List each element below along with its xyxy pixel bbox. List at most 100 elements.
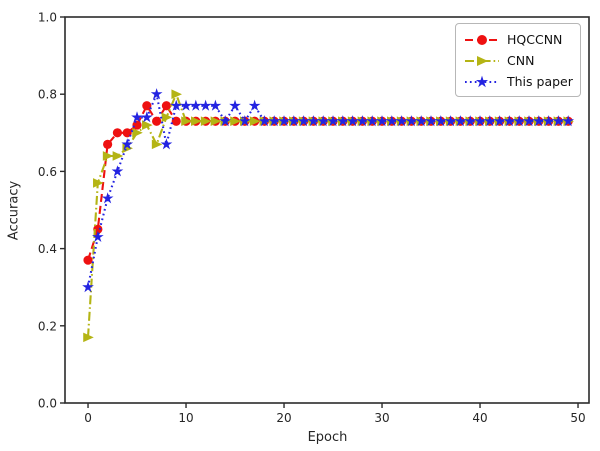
data-point-marker <box>562 115 575 127</box>
data-point-marker <box>210 116 222 127</box>
data-point-marker <box>376 115 388 127</box>
data-point-marker <box>191 116 202 127</box>
legend-label-hqccnn: HQCCNN <box>507 32 563 47</box>
data-point-marker <box>249 116 261 127</box>
data-point-marker <box>435 115 447 127</box>
y-tick-label: 0.6 <box>38 165 57 179</box>
legend-sample-cnn-icon <box>465 55 499 66</box>
data-point-marker <box>230 116 241 127</box>
x-tick-label: 0 <box>84 411 92 425</box>
data-point-marker <box>121 138 134 150</box>
data-point-marker <box>484 115 496 127</box>
series-this-paper <box>82 88 575 293</box>
y-tick-label: 0.8 <box>38 88 57 102</box>
y-axis-label: Accuracy <box>6 180 22 241</box>
legend: HQCCNN CNN This paper <box>455 23 581 97</box>
data-point-marker <box>493 115 506 127</box>
y-tick-label: 1.0 <box>38 11 57 25</box>
data-point-marker <box>83 255 93 265</box>
data-point-marker <box>258 115 271 127</box>
data-point-marker <box>199 99 212 111</box>
legend-item-cnn: CNN <box>463 50 574 71</box>
data-point-marker <box>112 128 123 138</box>
data-point-marker <box>180 99 192 111</box>
data-point-marker <box>542 115 555 127</box>
data-point-marker <box>346 115 359 127</box>
data-point-marker <box>395 115 408 127</box>
x-axis-label: Epoch <box>307 430 348 445</box>
data-point-marker <box>278 115 290 127</box>
data-point-marker <box>297 115 310 127</box>
x-tick-label: 30 <box>374 411 389 425</box>
data-point-marker <box>477 55 488 66</box>
series-line <box>86 103 569 261</box>
data-point-marker <box>356 115 369 127</box>
data-point-marker <box>523 115 535 127</box>
data-point-marker <box>239 115 251 127</box>
data-point-marker <box>103 139 113 149</box>
data-point-marker <box>170 99 183 111</box>
data-point-marker <box>200 116 212 127</box>
x-tick-label: 40 <box>472 411 487 425</box>
data-point-marker <box>209 99 222 111</box>
data-point-marker <box>337 115 349 127</box>
data-point-marker <box>229 99 241 111</box>
data-point-marker <box>102 151 114 161</box>
data-point-marker <box>415 115 428 127</box>
data-point-marker <box>181 116 192 127</box>
data-point-marker <box>101 192 114 204</box>
data-point-marker <box>171 89 182 99</box>
data-point-marker <box>150 88 163 100</box>
data-point-marker <box>268 115 281 127</box>
data-point-marker <box>475 75 489 87</box>
legend-sample-this-paper-icon <box>465 75 499 87</box>
legend-label-this-paper: This paper <box>507 74 573 89</box>
data-point-marker <box>219 115 232 127</box>
data-point-marker <box>93 178 104 188</box>
data-point-marker <box>142 101 152 111</box>
data-point-marker <box>141 111 153 123</box>
data-point-marker <box>464 115 477 127</box>
data-point-marker <box>503 115 516 127</box>
x-tick-label: 20 <box>276 411 291 425</box>
data-point-marker <box>111 165 124 177</box>
plot-frame <box>64 16 590 404</box>
data-point-marker <box>425 115 437 127</box>
data-point-marker <box>288 115 300 127</box>
legend-item-this-paper: This paper <box>463 71 574 92</box>
data-point-marker <box>307 115 320 127</box>
y-tick-label: 0.0 <box>38 397 57 411</box>
data-point-marker <box>454 115 467 127</box>
data-point-marker <box>327 115 339 127</box>
data-point-marker <box>386 115 398 127</box>
series-hqccnn <box>83 101 573 265</box>
y-tick-label: 0.2 <box>38 319 57 333</box>
data-point-marker <box>151 139 163 150</box>
data-point-marker <box>190 99 202 111</box>
data-point-marker <box>82 281 94 293</box>
data-point-marker <box>161 112 173 123</box>
x-tick-label: 10 <box>178 411 193 425</box>
x-tick-label: 50 <box>570 411 585 425</box>
data-point-marker <box>474 115 486 127</box>
data-point-marker <box>513 115 526 127</box>
legend-item-hqccnn: HQCCNN <box>463 29 574 50</box>
data-point-marker <box>248 99 261 111</box>
legend-sample-hqccnn-icon <box>465 34 499 45</box>
data-point-marker <box>142 120 153 130</box>
data-point-marker <box>477 34 487 45</box>
data-point-marker <box>405 115 418 127</box>
data-point-marker <box>160 138 173 150</box>
data-point-marker <box>533 115 545 127</box>
legend-label-cnn: CNN <box>507 53 535 68</box>
data-point-marker <box>131 111 143 123</box>
data-point-marker <box>132 120 142 130</box>
data-point-marker <box>444 115 457 127</box>
data-point-marker <box>152 116 162 126</box>
data-point-marker <box>366 115 379 127</box>
series-cnn <box>83 89 574 343</box>
data-point-marker <box>132 128 143 138</box>
data-point-marker <box>552 115 565 127</box>
y-tick-label: 0.4 <box>38 242 57 256</box>
